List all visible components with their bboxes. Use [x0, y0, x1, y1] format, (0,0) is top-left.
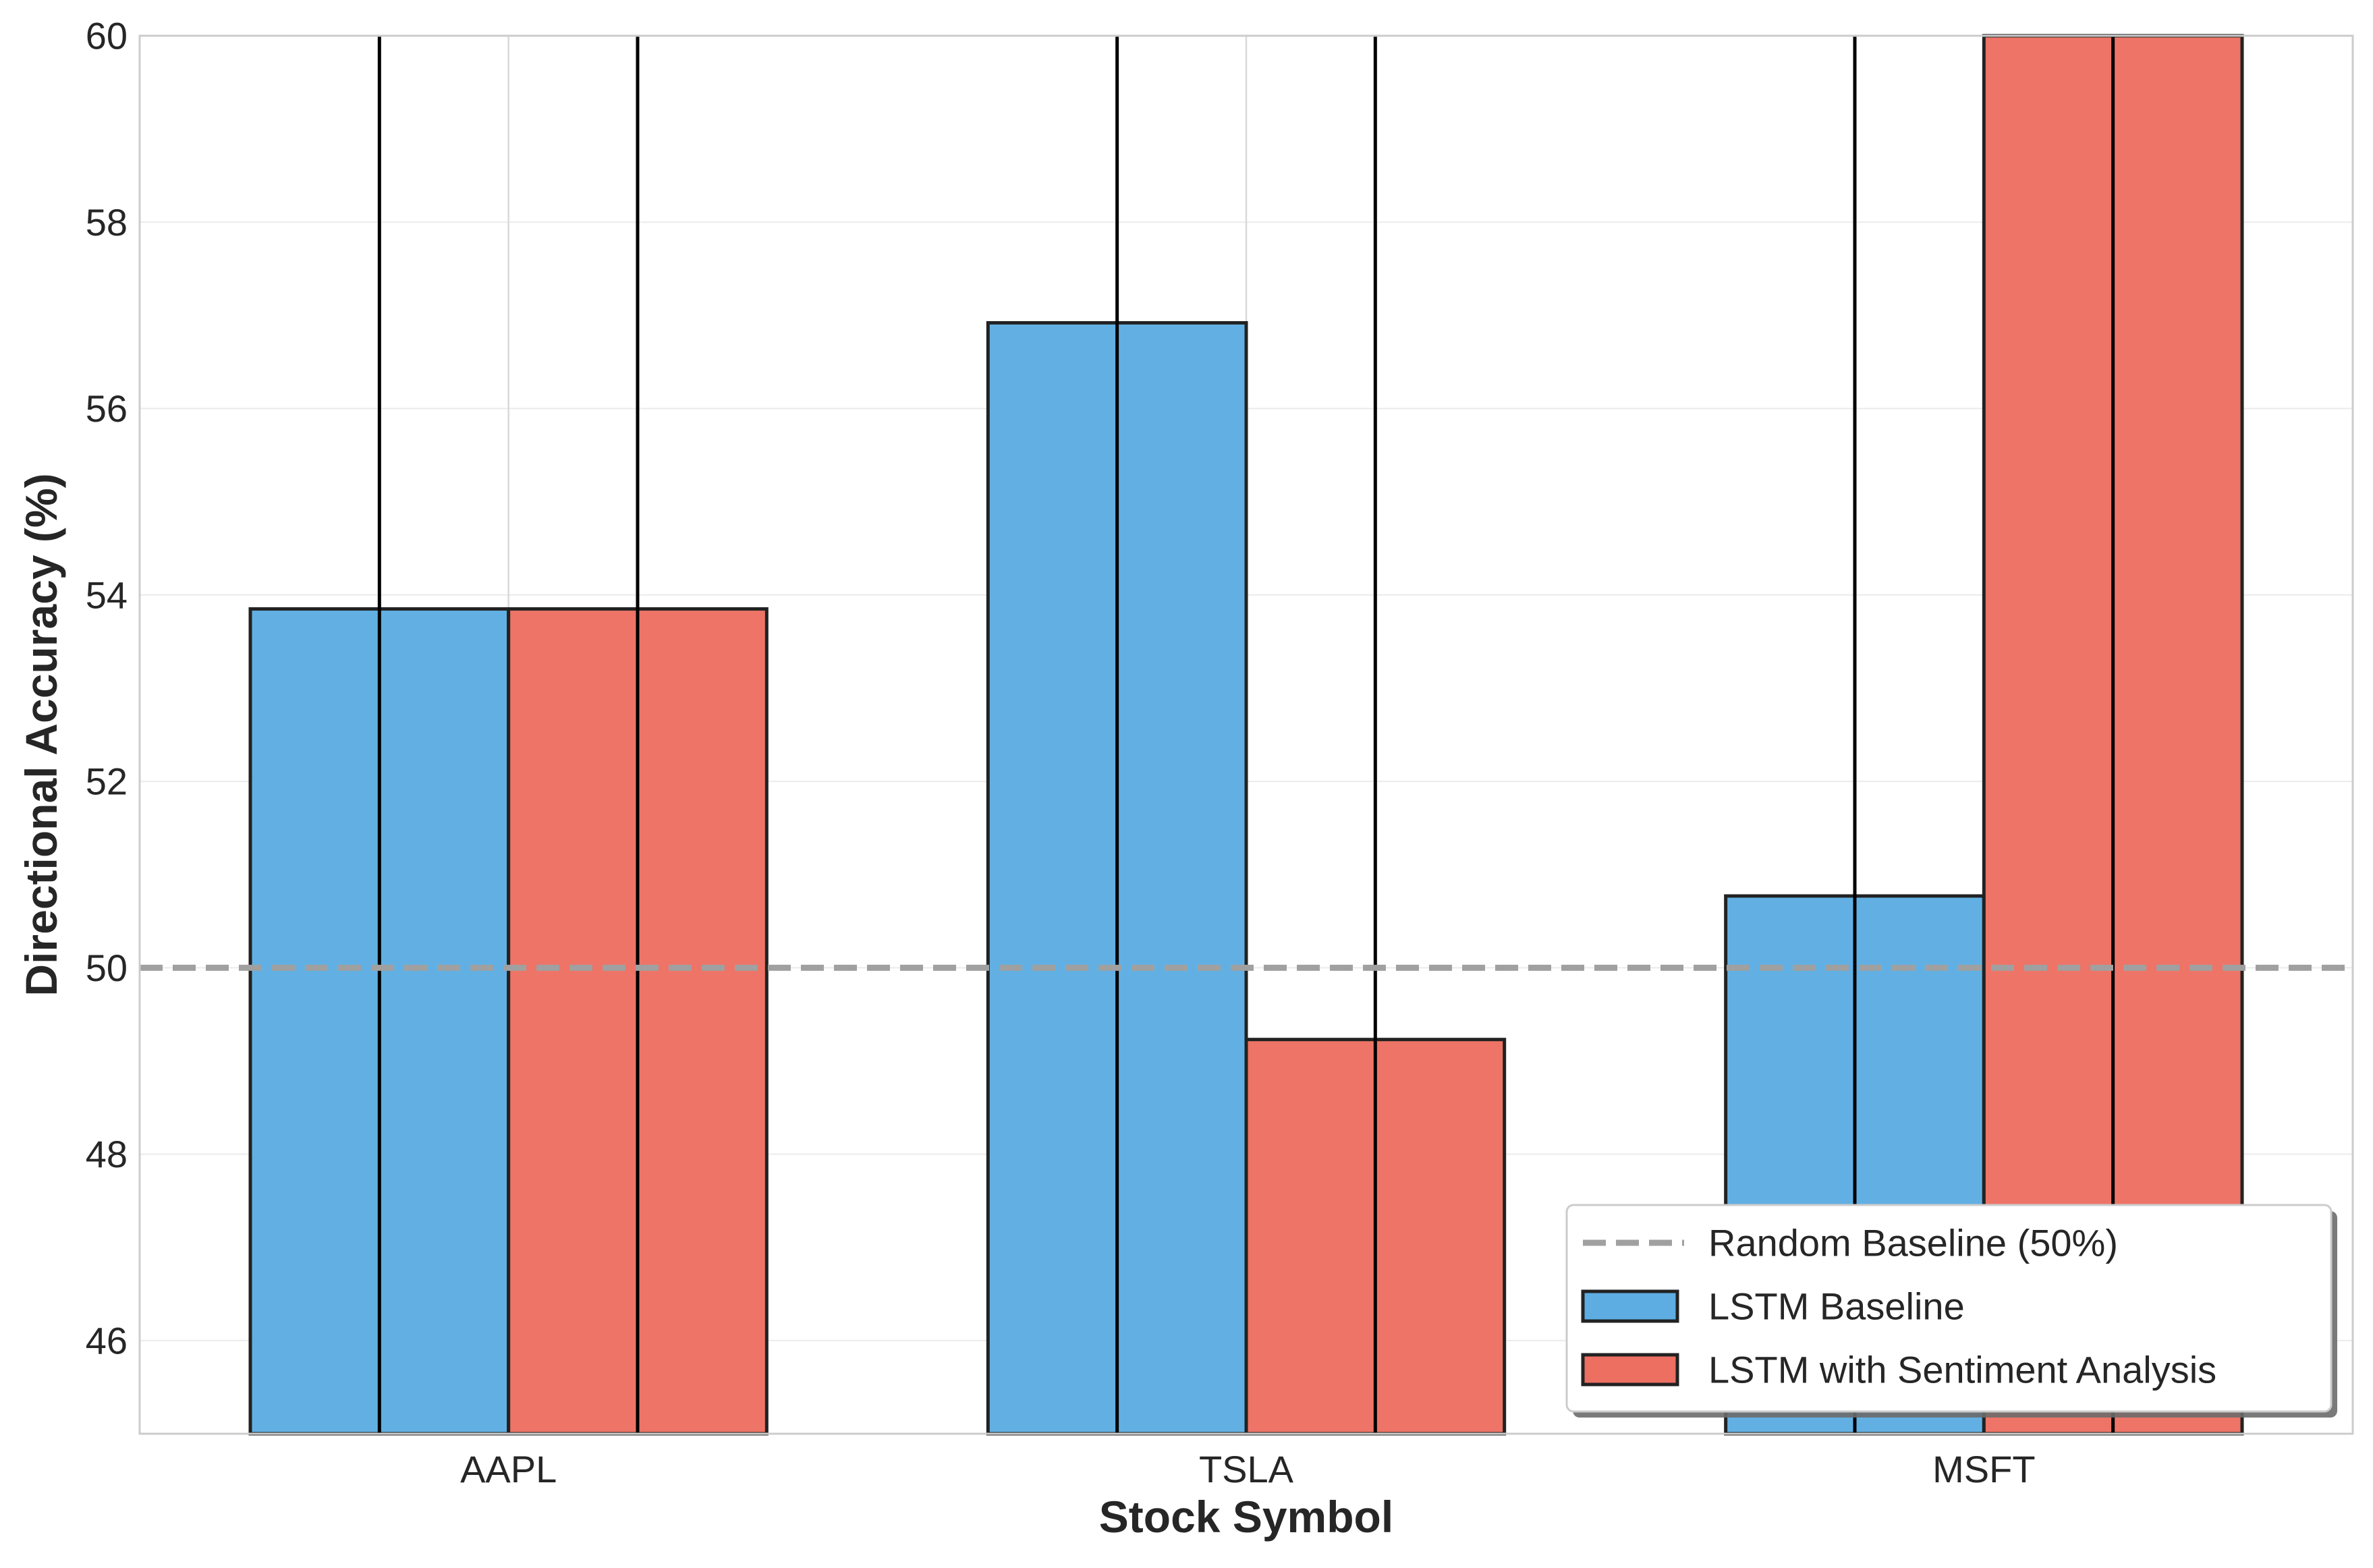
legend-swatch-lstm-baseline — [1581, 1289, 1679, 1323]
x-axis-label: Stock Symbol — [1099, 1492, 1393, 1542]
y-tick-label: 48 — [86, 1133, 128, 1175]
plot-frame — [138, 34, 2354, 1435]
y-axis-label: Directional Accuracy (%) — [16, 473, 66, 996]
legend-swatch-lstm-with-sentiment-analysis — [1581, 1353, 1679, 1387]
y-tick-label: 60 — [86, 15, 128, 57]
legend-box — [1565, 1204, 2333, 1413]
y-tick-label: 46 — [86, 1319, 128, 1362]
y-tick-label: 52 — [86, 760, 128, 803]
y-tick-label: 50 — [86, 947, 128, 989]
y-tick-label: 58 — [86, 201, 128, 244]
x-tick-label: MSFT — [1932, 1448, 2035, 1490]
y-tick-label: 54 — [86, 573, 128, 616]
x-tick-label: AAPL — [460, 1448, 557, 1490]
x-tick-label: TSLA — [1199, 1448, 1294, 1490]
y-tick-label: 56 — [86, 387, 128, 430]
legend-label-random-baseline: Random Baseline (50%) — [1708, 1222, 2118, 1264]
legend-label-lstm-with-sentiment-analysis: LSTM with Sentiment Analysis — [1708, 1349, 2216, 1391]
legend-label-lstm-baseline: LSTM Baseline — [1708, 1285, 1965, 1328]
